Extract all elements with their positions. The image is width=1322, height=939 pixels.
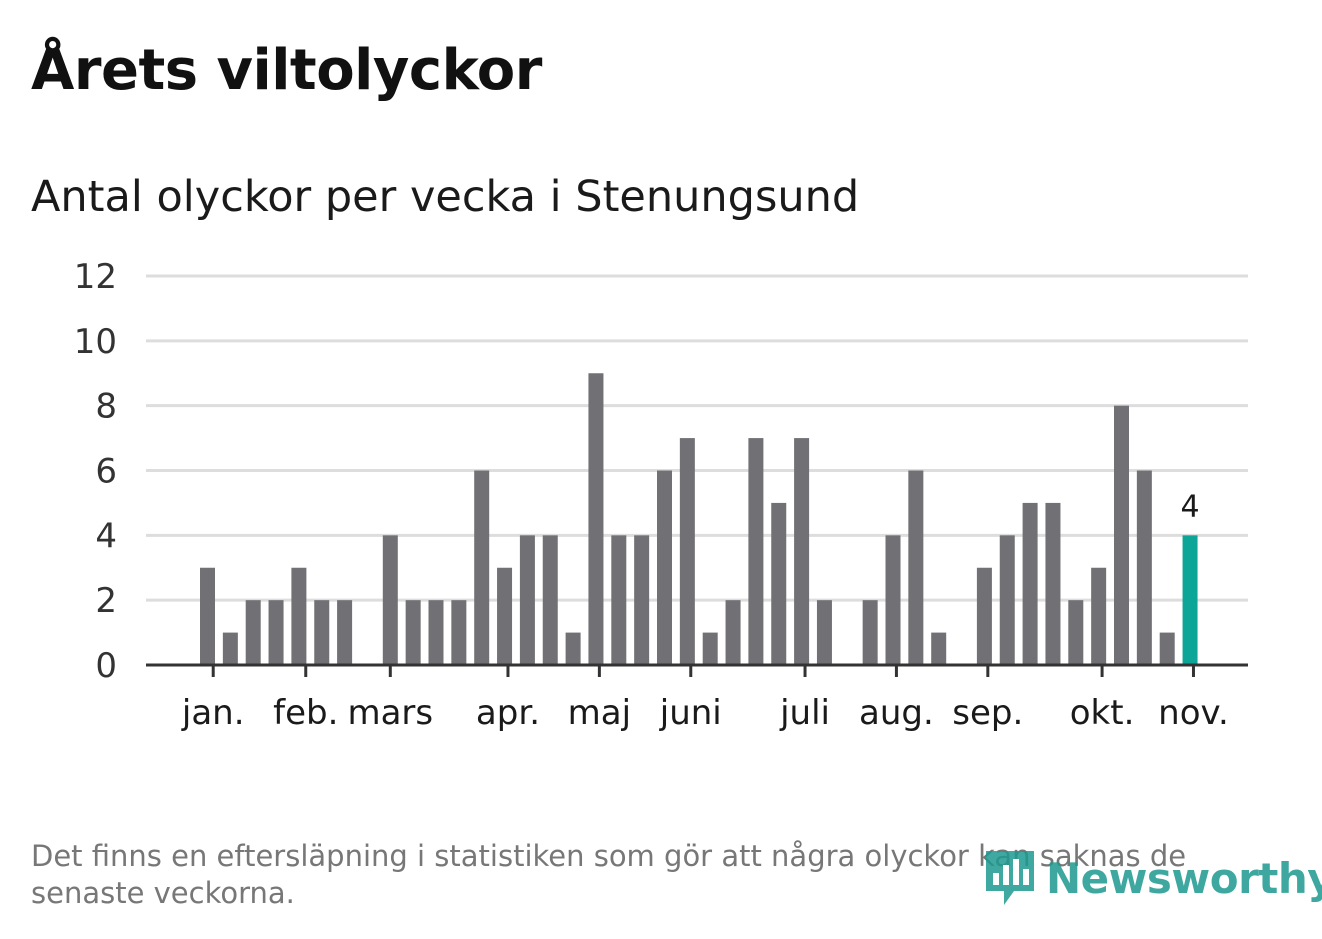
bar-week-5	[291, 567, 307, 665]
y-tick-label-6: 6	[95, 452, 117, 492]
bar-week-22	[679, 438, 695, 665]
bar-week-19	[611, 535, 627, 665]
bar-week-3	[245, 600, 261, 665]
bar-week-7	[337, 600, 353, 665]
bar-week-32	[908, 470, 924, 665]
bar-week-36	[999, 535, 1015, 665]
bar-week-4	[268, 600, 284, 665]
bar-week-16	[542, 535, 558, 665]
bar-week-42	[1136, 470, 1152, 665]
bar-week-24	[725, 600, 741, 665]
bar-week-2	[222, 632, 238, 665]
x-tick-label-apr.: apr.	[476, 693, 540, 733]
x-tick-label-feb.: feb.	[273, 693, 338, 733]
bar-week-18	[588, 373, 604, 665]
bar-week-41	[1114, 405, 1129, 665]
bar-week-1	[200, 567, 215, 665]
x-tick-label-juli: juli	[779, 693, 830, 733]
bar-week-23	[702, 632, 718, 665]
bar-week-35	[976, 567, 992, 665]
chart-title: Årets viltolyckor	[31, 38, 542, 103]
bar-week-38	[1045, 502, 1061, 665]
y-tick-label-12: 12	[74, 257, 117, 297]
bar-week-25	[748, 438, 764, 665]
x-tick-label-jan.: jan.	[181, 693, 245, 733]
y-tick-label-2: 2	[95, 581, 117, 621]
bar-week-44	[1182, 535, 1198, 665]
bar-week-6	[314, 600, 330, 665]
bar-week-40	[1091, 567, 1107, 665]
y-tick-label-8: 8	[95, 387, 117, 427]
bar-chart: 0 2 4 6 8 10 12 jan. feb. mars apr. maj juni juli aug.…	[74, 257, 1248, 733]
bar-week-33	[931, 632, 947, 665]
y-tick-label-0: 0	[95, 646, 117, 686]
bar-week-21	[657, 470, 672, 665]
bar-week-28	[816, 600, 832, 665]
x-tick-label-nov.: nov.	[1158, 693, 1229, 733]
x-tick-label-juni: juni	[659, 693, 722, 733]
bar-week-26	[771, 502, 787, 665]
x-tick-label-sep.: sep.	[952, 693, 1023, 733]
x-tick-label-okt.: okt.	[1070, 693, 1135, 733]
bar-week-14	[497, 567, 513, 665]
logo-text: Newsworthy	[1046, 853, 1322, 903]
bar-week-43	[1159, 632, 1175, 665]
y-tick-label-4: 4	[95, 516, 117, 556]
bar-week-27	[794, 438, 810, 665]
x-tick-label-aug.: aug.	[859, 693, 934, 733]
bar-week-30	[862, 600, 878, 665]
bar-week-12	[451, 600, 467, 665]
newsworthy-logo: Newsworthy	[982, 846, 1322, 910]
bar-week-39	[1068, 600, 1084, 665]
bar-week-37	[1022, 502, 1038, 665]
bar-week-9	[382, 535, 398, 665]
bar-week-11	[428, 600, 444, 665]
chart-subtitle: Antal olyckor per vecka i Stenungsund	[31, 172, 860, 222]
highlight-data-label: 4	[1181, 489, 1200, 524]
y-tick-label-10: 10	[74, 322, 117, 362]
bar-week-17	[565, 632, 581, 665]
bar-week-15	[519, 535, 535, 665]
bar-week-20	[634, 535, 650, 665]
newsworthy-logo-icon	[986, 851, 1034, 905]
bar-week-31	[885, 535, 901, 665]
bar-week-13	[474, 470, 490, 665]
x-tick-label-mars: mars	[347, 693, 433, 733]
x-tick-label-maj: maj	[568, 693, 631, 733]
bar-week-10	[405, 600, 421, 665]
